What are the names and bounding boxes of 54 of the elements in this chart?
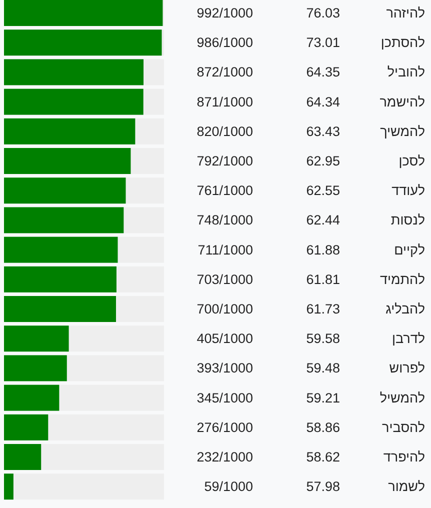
- y-tick-label: להישמר: [380, 94, 425, 110]
- y-tick-label: להתמיד: [380, 272, 425, 287]
- bar: [4, 444, 42, 470]
- y-tick-label: להבליג: [386, 302, 425, 316]
- y-tick-label: להיפרד: [383, 450, 425, 464]
- y-tick-label: לנסות: [390, 212, 425, 228]
- data-label: 700/1000: [196, 302, 253, 316]
- y-tick-label: לסכן: [398, 154, 425, 168]
- text: 57.98: [306, 479, 340, 494]
- data-label: 872/1000: [196, 64, 253, 80]
- y-tick-label: לפרוש: [389, 360, 425, 376]
- data-label: 986/1000: [196, 35, 253, 50]
- data-label: 992/1000: [196, 6, 253, 20]
- y-tick-label: לעודד: [392, 183, 425, 198]
- text: 63.43: [306, 124, 340, 139]
- text: 58.62: [306, 450, 340, 464]
- data-label: 748/1000: [196, 212, 253, 228]
- text: 59.58: [306, 331, 340, 346]
- data-label: 393/1000: [196, 360, 253, 376]
- data-label: 820/1000: [196, 124, 253, 139]
- y-tick-label: להסביר: [382, 420, 425, 435]
- bar: [4, 0, 163, 26]
- text: 76.03: [306, 6, 340, 20]
- y-tick-label: לדרבן: [392, 331, 425, 346]
- y-tick-label: לקיים: [394, 242, 425, 258]
- y-tick-label: להסתכן: [380, 35, 425, 50]
- text: 61.73: [306, 302, 340, 316]
- text: 62.44: [306, 212, 340, 228]
- text: 59.21: [306, 390, 340, 406]
- text: 61.81: [306, 272, 340, 287]
- y-tick-label: להמשיך: [380, 124, 425, 139]
- data-label: 276/1000: [196, 420, 253, 435]
- text: 61.88: [306, 242, 340, 258]
- y-tick-label: לשמור: [388, 479, 425, 494]
- data-label: 232/1000: [196, 450, 253, 464]
- text: 62.55: [306, 183, 340, 198]
- y-tick-label: להמשיל: [380, 390, 425, 406]
- data-label: 871/1000: [196, 94, 253, 110]
- data-label: 405/1000: [196, 331, 253, 346]
- text: 73.01: [306, 35, 340, 50]
- data-label: 59/1000: [204, 479, 253, 494]
- text: 62.95: [306, 154, 340, 168]
- data-label: 792/1000: [196, 154, 253, 168]
- data-label: 711/1000: [198, 242, 253, 258]
- data-label: 761/1000: [196, 183, 253, 198]
- bar: [4, 474, 14, 500]
- data-label: 345/1000: [196, 390, 253, 406]
- text: 58.86: [306, 420, 340, 435]
- text: 59.48: [306, 360, 340, 376]
- y-tick-label: להיזהר: [386, 6, 425, 20]
- text: 64.34: [306, 94, 340, 110]
- data-label: 703/1000: [196, 272, 253, 287]
- text: 64.35: [306, 64, 340, 80]
- y-tick-label: להוביל: [387, 64, 425, 80]
